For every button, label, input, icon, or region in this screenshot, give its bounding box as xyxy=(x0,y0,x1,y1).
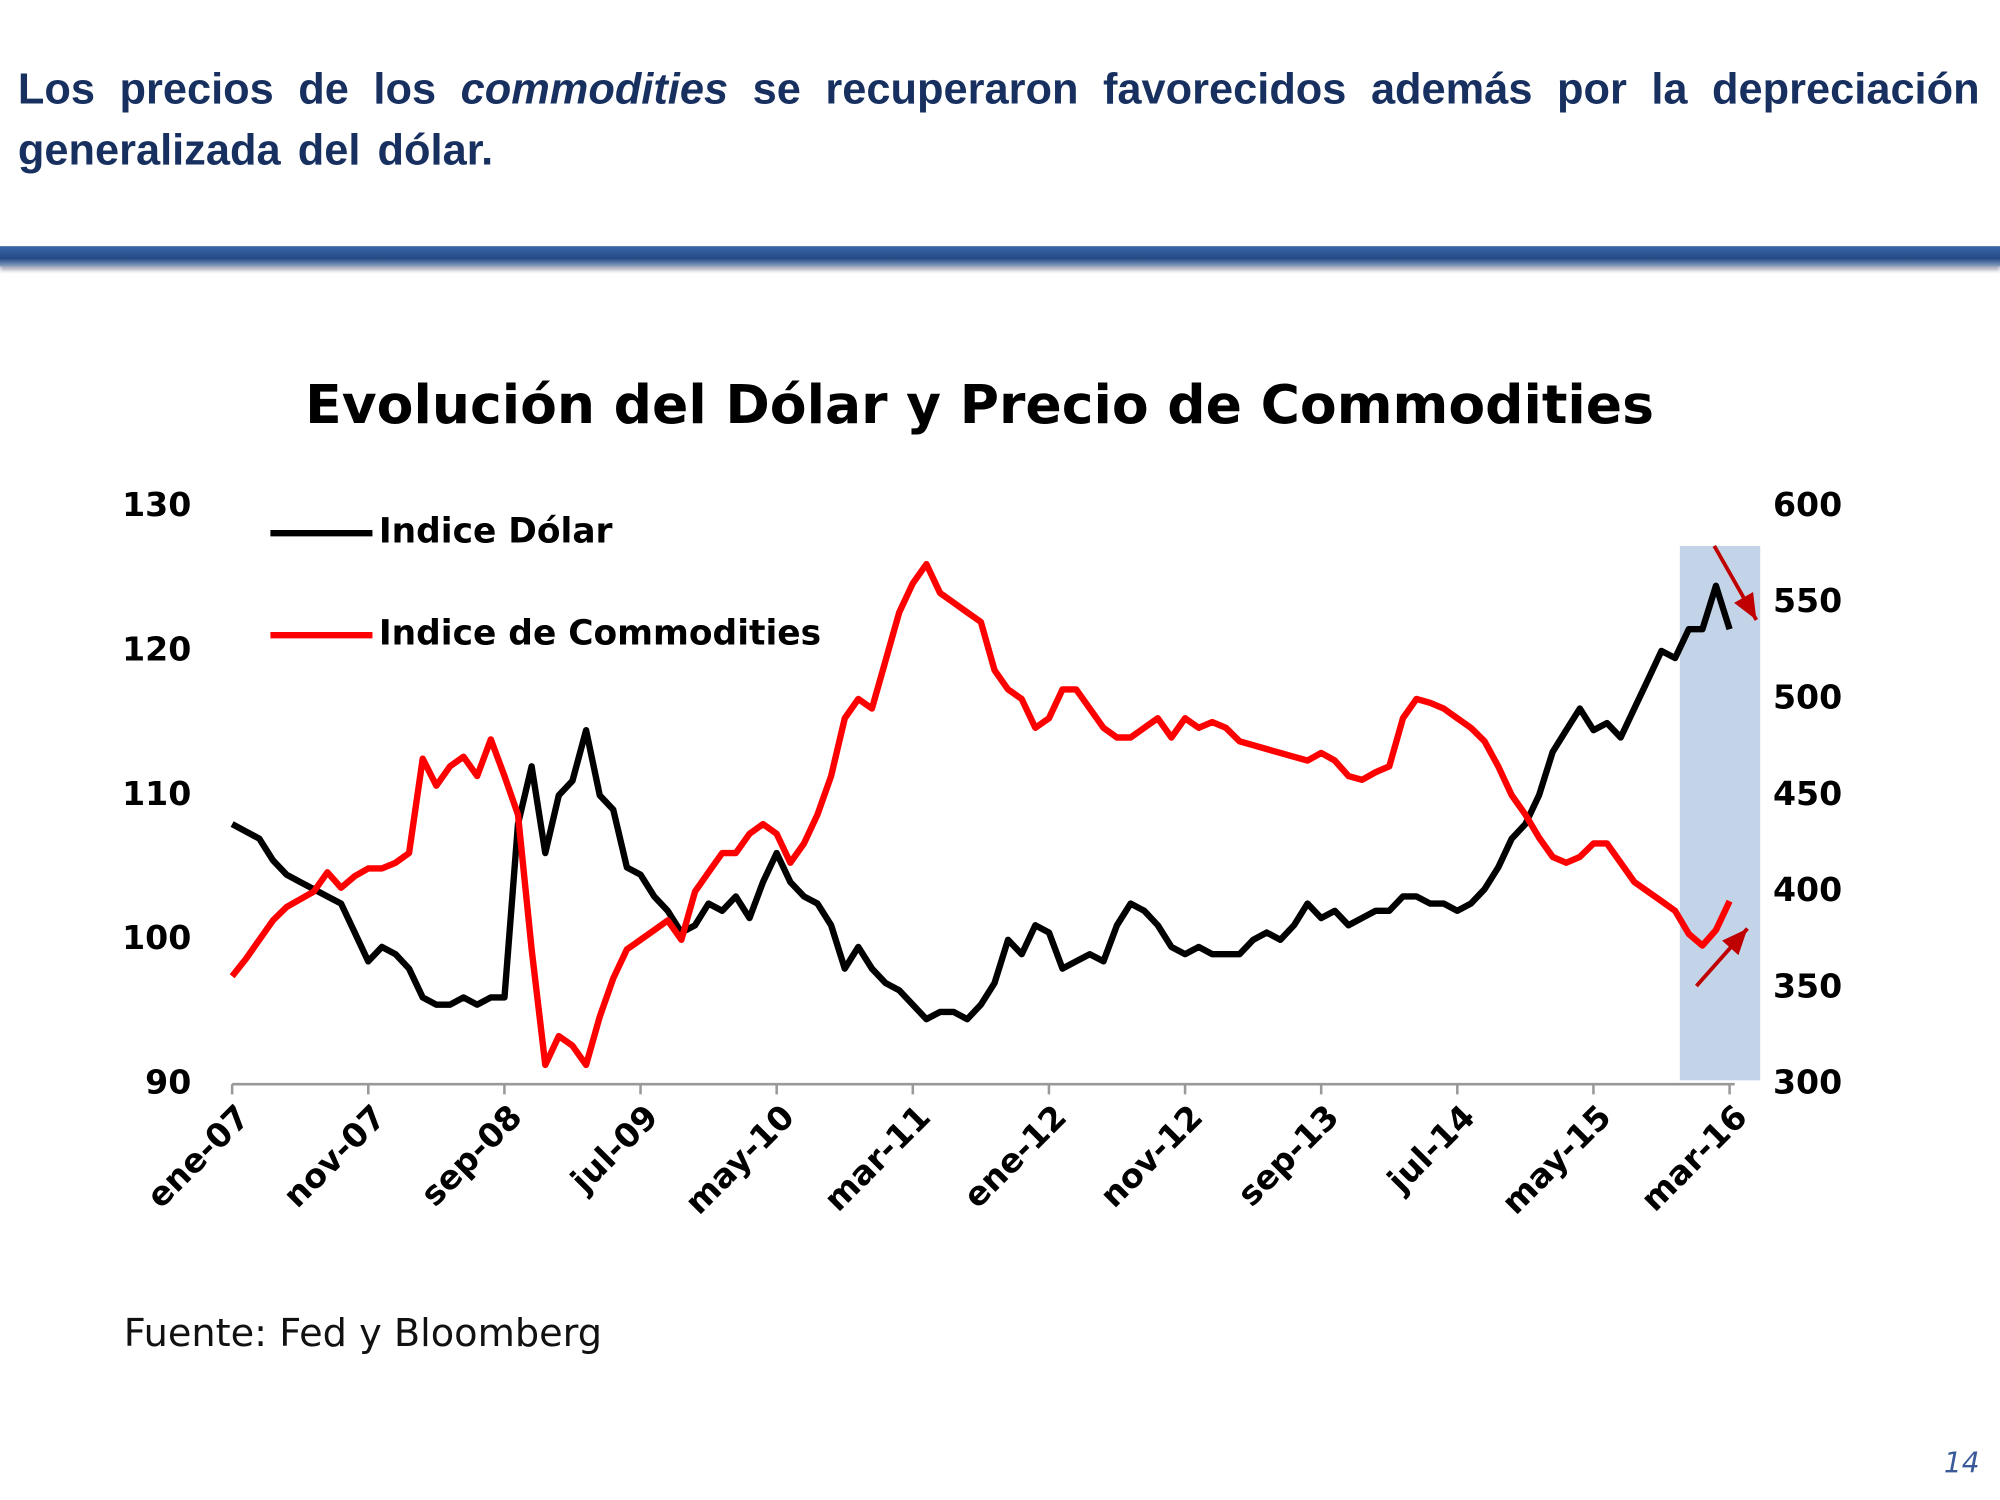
x-tick-label: ene-07 xyxy=(139,1097,257,1215)
divider-bar xyxy=(0,246,2000,267)
x-tick-label: may-10 xyxy=(677,1097,802,1222)
x-tick-label: may-15 xyxy=(1494,1097,1619,1222)
page-number: 14 xyxy=(1944,1446,1980,1479)
source-note: Fuente: Fed y Bloomberg xyxy=(124,1311,602,1356)
x-tick-label: ene-12 xyxy=(956,1097,1074,1215)
x-tick-label: sep-08 xyxy=(413,1097,530,1214)
y2-tick-label: 450 xyxy=(1773,774,1842,813)
x-tick-label: jul-14 xyxy=(1378,1097,1482,1201)
headline-text: Los precios de los xyxy=(17,65,437,114)
chart-title: Evolución del Dólar y Precio de Commodit… xyxy=(305,373,1654,436)
y-tick-label: 90 xyxy=(145,1063,191,1102)
y-tick-label: 110 xyxy=(122,774,191,813)
x-tick-label: jul-09 xyxy=(562,1097,666,1201)
headline-text: se recuperaron favorecidos además por la… xyxy=(17,65,1980,175)
arrow-head xyxy=(1722,928,1748,956)
legend-label: Indice Dólar xyxy=(379,512,613,552)
y2-tick-label: 550 xyxy=(1773,581,1842,620)
y2-tick-label: 400 xyxy=(1773,870,1842,909)
y2-tick-label: 350 xyxy=(1773,966,1842,1005)
y-tick-label: 120 xyxy=(122,629,191,668)
x-tick-label: mar-11 xyxy=(816,1097,938,1219)
y2-tick-label: 500 xyxy=(1773,677,1842,716)
arrow-head xyxy=(1734,592,1757,620)
x-tick-label: sep-13 xyxy=(1230,1097,1347,1214)
headline: Los precios de los commodities se recupe… xyxy=(18,59,1980,181)
highlight-box xyxy=(1679,545,1761,1081)
x-tick-label: mar-16 xyxy=(1633,1097,1755,1219)
data-line xyxy=(229,560,1733,1069)
x-tick-label: nov-12 xyxy=(1092,1097,1210,1215)
y-tick-label: 100 xyxy=(122,918,191,957)
x-tick-label: nov-07 xyxy=(275,1097,393,1215)
data-line xyxy=(230,582,1733,1023)
y2-tick-label: 600 xyxy=(1773,485,1842,524)
y-tick-label: 130 xyxy=(122,485,191,524)
legend-label: Indice de Commodities xyxy=(379,614,821,654)
headline-italic: commodities xyxy=(460,65,729,114)
y2-tick-label: 300 xyxy=(1773,1063,1842,1102)
